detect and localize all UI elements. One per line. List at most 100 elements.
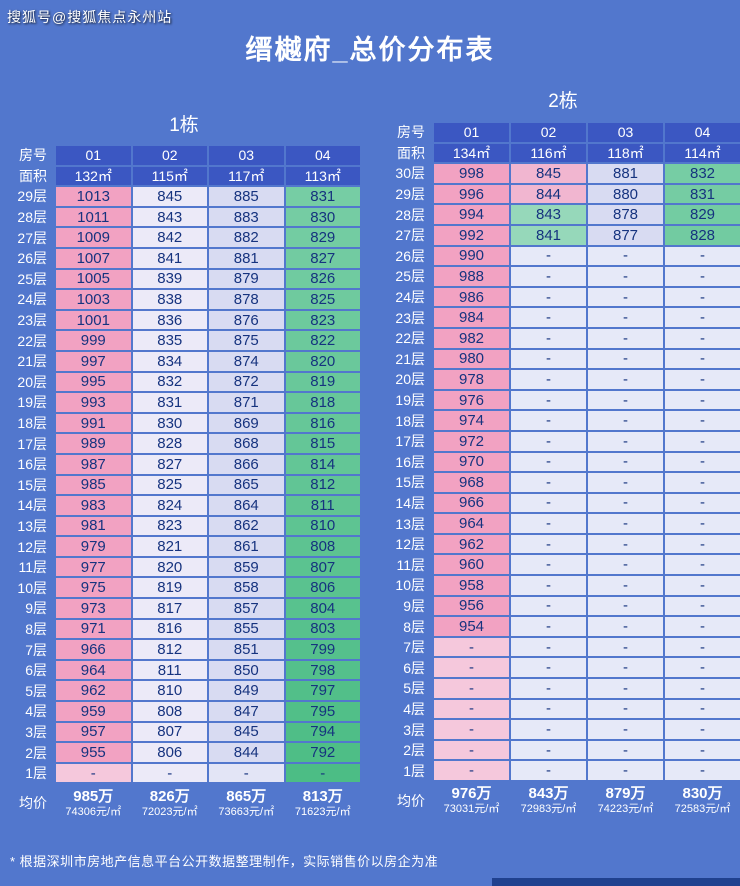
avg-price: 813万 [302,787,343,805]
avg-cell: 826万 72023元/㎡ [133,784,208,822]
floor-label: 10层 [395,577,425,594]
price-cell: - [588,370,663,389]
price-cell: - [511,431,586,451]
price-cell: 841 [511,225,586,245]
price-cell: 955 [56,743,131,762]
price-cell: 857 [209,599,284,618]
floor-label: 5层 [403,680,425,697]
price-cell: 842 [132,228,207,247]
avg-price: 865万 [226,787,267,805]
price-cell: 1001 [56,310,131,330]
price-cell: - [511,411,586,430]
price-cell: 807 [285,557,360,577]
price-cell: 957 [56,722,131,742]
price-cell: 986 [434,287,509,307]
price-cell: - [665,349,740,369]
price-cell: - [588,308,663,327]
price-cell: 858 [209,578,284,598]
price-cell: 999 [56,331,131,350]
price-cell: 794 [285,722,360,742]
price-cell: - [665,576,740,595]
price-cell: - [285,763,360,783]
price-cell: - [665,473,740,492]
floor-label: 7层 [403,639,425,656]
price-cell: - [434,720,509,739]
price-cell: 982 [434,328,509,348]
floor-label: 18层 [17,415,47,432]
unit-header-cell: 04 [665,123,740,142]
price-cell: 979 [56,537,131,556]
price-cell: 977 [56,557,131,577]
price-cell: - [511,473,586,492]
avg-price: 976万 [451,785,492,803]
price-cell: 827 [285,248,360,268]
price-cell: 820 [285,351,360,371]
price-cell: - [665,514,740,533]
price-cell: 815 [285,434,360,453]
price-cell: 872 [209,372,284,392]
price-cell: 814 [285,454,360,474]
price-cell: 974 [434,411,509,430]
price-cell: 868 [209,434,284,453]
price-cell: 878 [588,205,663,224]
floor-label: 17层 [395,433,425,450]
avg-unit-price: 73663元/㎡ [218,805,275,818]
area-cell: 117㎡ [209,166,284,186]
floor-label: 12层 [17,538,47,555]
price-cell: - [588,390,663,410]
price-cell: 984 [434,308,509,327]
price-cell: - [511,679,586,698]
price-cell: 829 [285,228,360,247]
price-cell: - [588,679,663,698]
price-cell: - [511,576,586,595]
price-cell: 980 [434,349,509,369]
price-cell: - [434,637,509,657]
price-cell: 954 [434,617,509,636]
price-cell: 845 [511,164,586,183]
price-cell: - [665,679,740,698]
price-cell: 1003 [56,290,131,309]
price-cell: 832 [132,372,207,392]
unit-header-cell: 02 [511,123,586,142]
price-cell: - [588,349,663,369]
price-cell: 865 [209,475,284,495]
price-cell: 804 [285,599,360,618]
price-cell: 994 [434,205,509,224]
unit-header-cell: 02 [132,146,207,165]
avg-cell: 830万 72583元/㎡ [665,782,740,820]
price-cell: - [511,637,586,657]
avg-cell: 843万 72983元/㎡ [511,782,586,820]
floor-label: 10层 [17,579,47,596]
price-cell: - [511,246,586,266]
price-cell: 811 [285,496,360,515]
price-cell: - [665,740,740,760]
building-2-table: 房号 01 02 03 04 面积 134㎡ 116㎡ 118㎡ 114㎡ 30层 998 845 881… [386,123,740,820]
floor-label: 11层 [396,556,425,573]
price-cell: - [511,761,586,780]
price-cell: - [665,370,740,389]
price-cell: 841 [132,248,207,268]
price-cell: 807 [132,722,207,742]
price-cell: 959 [56,702,131,721]
floor-label: 23层 [395,309,425,326]
floor-label: 13层 [17,517,47,534]
price-cell: 836 [132,310,207,330]
floor-label: 1层 [403,762,425,779]
price-cell: 993 [56,393,131,412]
price-cell: 811 [132,660,207,680]
price-cell: 864 [209,496,284,515]
price-cell: 962 [56,681,131,701]
price-cell: - [434,761,509,780]
price-cell: 838 [132,290,207,309]
price-cell: - [588,699,663,719]
price-cell: 803 [285,619,360,639]
price-cell: 812 [285,475,360,495]
price-cell: 850 [209,660,284,680]
price-cell: - [511,349,586,369]
price-cell: 989 [56,434,131,453]
floor-label: 22层 [395,330,425,347]
price-cell: 996 [434,184,509,204]
building-2-label: 2栋 [548,91,578,112]
price-cell: 855 [209,619,284,639]
bottom-dark-strip [492,878,740,886]
